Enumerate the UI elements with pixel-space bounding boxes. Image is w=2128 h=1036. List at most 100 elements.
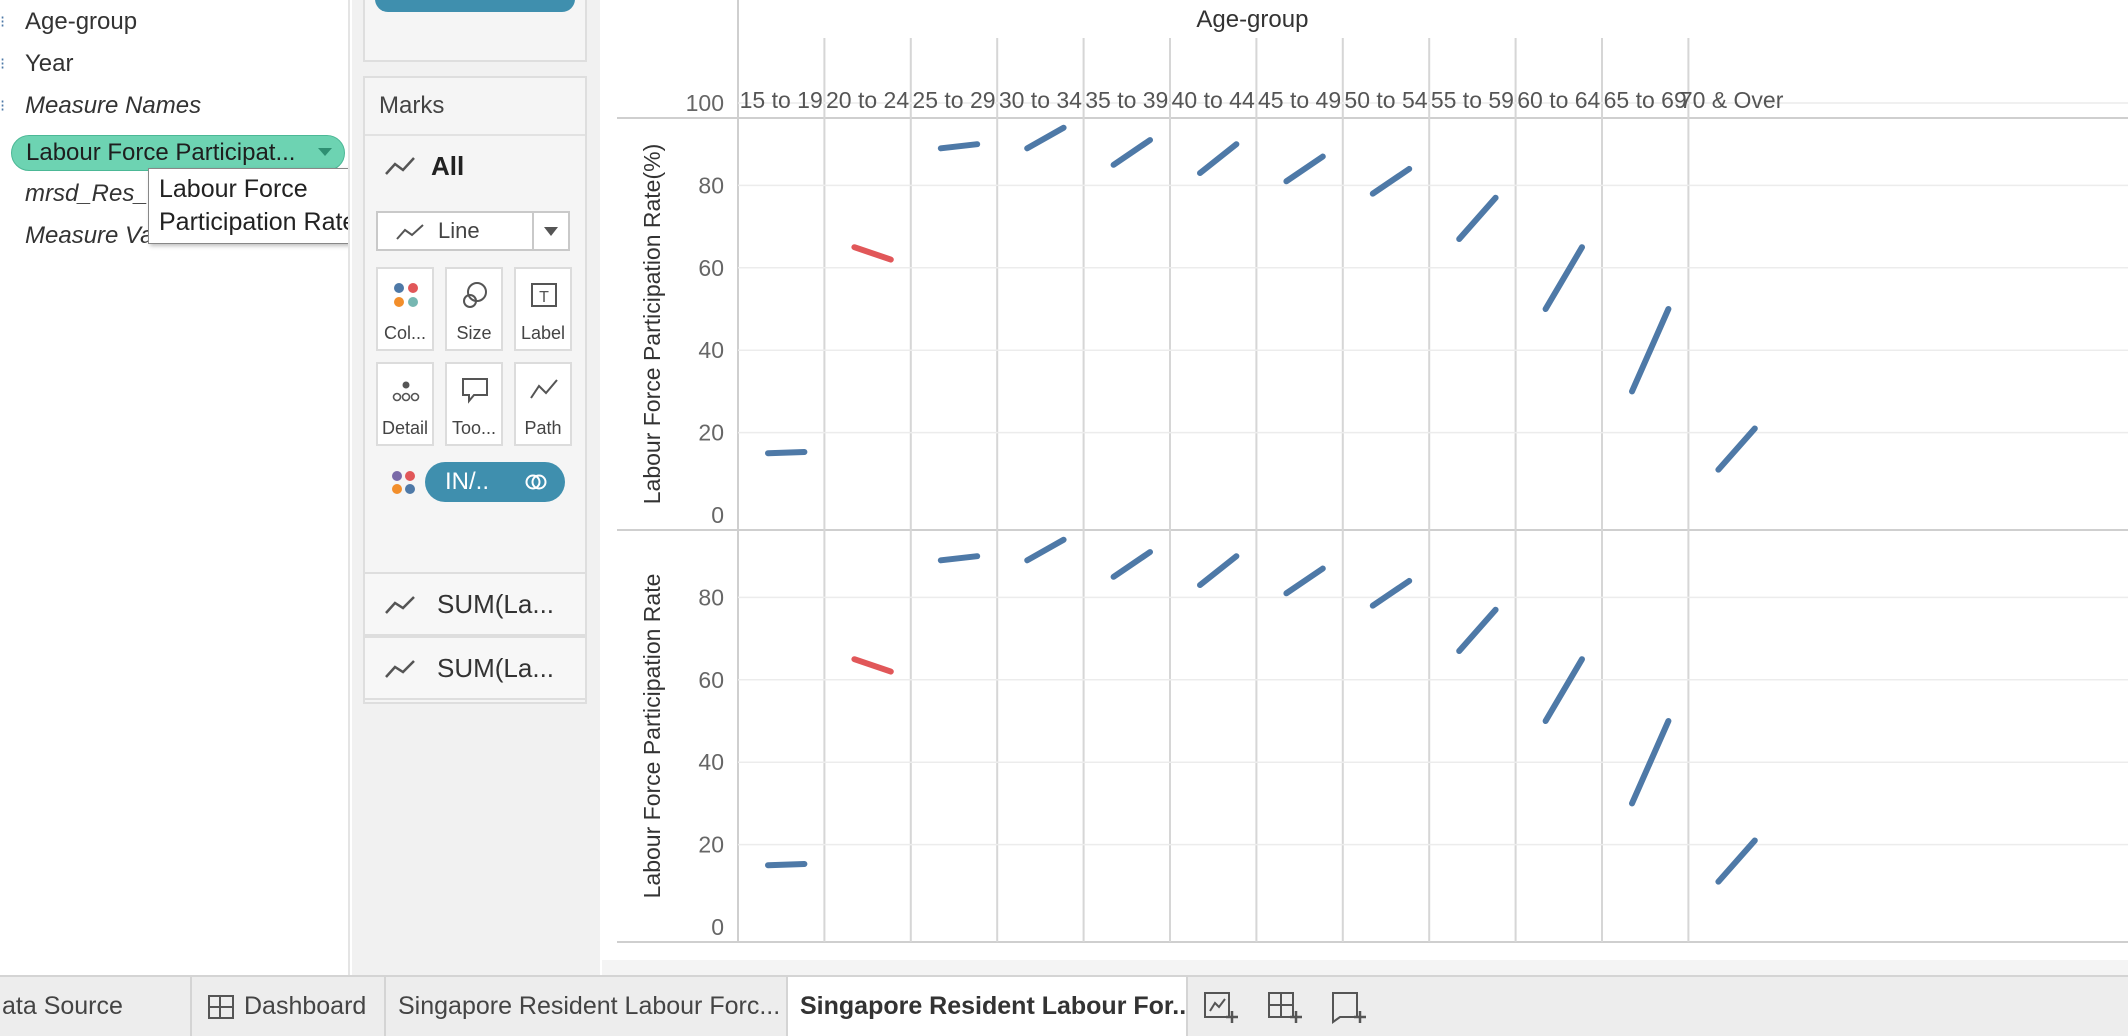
color-pill-label: IN/.. <box>445 468 490 495</box>
label-button-label: Label <box>520 323 566 343</box>
marks-card: Marks All Line Col... Size T <box>363 76 587 704</box>
series-line-segment <box>851 244 894 263</box>
data-pane: ⁝ Age-group ⁝ Year ⁝ Measure Names mrsd_… <box>0 0 350 975</box>
series-line-segment <box>1369 577 1413 609</box>
shelves-column: Marks All Line Col... Size T <box>352 0 600 975</box>
series-line-segment <box>1283 153 1326 185</box>
series-line-segment <box>1024 536 1067 564</box>
y-tick-label: 0 <box>711 914 724 940</box>
line-mark-icon <box>385 157 415 175</box>
series-line-segment <box>1110 137 1153 168</box>
tab-label: Dashboard <box>244 992 367 1020</box>
dashboard-icon <box>208 994 234 1019</box>
dragged-field-pill[interactable]: Labour Force Participat... <box>11 135 345 171</box>
y-tick-label: 20 <box>698 832 724 858</box>
marks-all-row[interactable]: All <box>365 134 585 196</box>
tab-label: Singapore Resident Labour Forc... <box>398 992 781 1020</box>
y-tick-label: 60 <box>698 255 724 281</box>
y-tick-label: 100 <box>686 90 724 116</box>
chart-canvas: Age-group 15 to 19 20 to 24 25 to 29 30 to 3… <box>602 0 2128 960</box>
series-line-segment <box>1283 565 1326 597</box>
link-icon <box>525 474 547 490</box>
series-line-segment <box>1542 244 1585 312</box>
new-dashboard-icon[interactable] <box>1266 989 1306 1025</box>
y-tick-label: 40 <box>698 337 724 363</box>
measure-card-1[interactable]: SUM(La... <box>363 572 587 636</box>
measure-card-label: SUM(La... <box>437 652 555 683</box>
field-tooltip: Labour Force Participation Rate <box>148 168 348 244</box>
tab-label: ata Source <box>2 992 123 1020</box>
size-button-label: Size <box>456 323 492 343</box>
category-label: 25 to 29 <box>912 87 995 113</box>
dimension-icon: ⁝ <box>0 14 6 31</box>
path-button[interactable]: Path <box>514 362 572 446</box>
series-line-segment <box>765 448 808 457</box>
y-axis-title: Labour Force Participation Rate <box>639 574 665 899</box>
view-area: Age-group 15 to 19 20 to 24 25 to 29 30 to 3… <box>602 0 2128 975</box>
category-label: 65 to 69 <box>1604 87 1687 113</box>
label-icon: T <box>531 283 557 307</box>
field-label: Measure Names <box>25 92 202 119</box>
series-line-segment <box>1110 549 1153 580</box>
y-axis-title: Labour Force Participation Rate(%) <box>639 144 665 505</box>
y-tick-label: 40 <box>698 749 724 775</box>
field-measure-names[interactable]: ⁝ Measure Names <box>0 89 201 123</box>
y-tick-label: 0 <box>711 502 724 528</box>
tab-dashboard[interactable]: Dashboard <box>192 977 386 1036</box>
y-tick-label: 80 <box>698 584 724 610</box>
y-tick-label: 80 <box>698 172 724 198</box>
mark-type-dropdown[interactable]: Line <box>376 211 570 251</box>
tab-data-source[interactable]: ata Source <box>0 977 192 1036</box>
chevron-down-icon[interactable] <box>532 213 568 249</box>
field-age-group[interactable]: ⁝ Age-group <box>0 5 137 39</box>
detail-button-label: Detail <box>381 418 429 438</box>
series-line-segment <box>1542 656 1585 724</box>
detail-icon <box>392 381 420 402</box>
category-label: 20 to 24 <box>826 87 909 113</box>
field-mrsd-res[interactable]: mrsd_Res_ <box>25 177 148 211</box>
size-button[interactable]: Size <box>445 267 503 351</box>
chevron-down-icon[interactable] <box>318 148 332 156</box>
path-icon <box>530 379 558 399</box>
line-chart[interactable]: Age-group 15 to 19 20 to 24 25 to 29 30 to 3… <box>602 0 2128 960</box>
year-pill[interactable] <box>375 0 575 12</box>
detail-button[interactable]: Detail <box>376 362 434 446</box>
sheet-tab-bar: ata Source Dashboard Singapore Resident … <box>0 975 2128 1036</box>
color-palette-icon <box>392 471 415 494</box>
series-line-segment <box>1629 718 1672 807</box>
field-label: mrsd_Res_ <box>25 180 148 207</box>
series-line-segment <box>1197 553 1240 589</box>
tab-sheet-1[interactable]: Singapore Resident Labour Forc... <box>386 977 788 1036</box>
category-label: 40 to 44 <box>1172 87 1255 113</box>
new-worksheet-icon[interactable] <box>1202 989 1242 1025</box>
pill-label: Labour Force Participat... <box>26 139 296 166</box>
tooltip-button[interactable]: Too... <box>445 362 503 446</box>
category-label: 50 to 54 <box>1344 87 1427 113</box>
column-header-title: Age-group <box>1196 6 1308 33</box>
series-line-segment <box>1369 165 1413 197</box>
series-line-segment <box>1456 194 1499 242</box>
series-line-segment <box>1197 141 1240 177</box>
category-label: 55 to 59 <box>1431 87 1514 113</box>
dimension-icon: ⁝ <box>0 56 6 73</box>
color-field-pill[interactable]: IN/.. <box>425 462 565 502</box>
field-year[interactable]: ⁝ Year <box>0 47 74 81</box>
line-mark-icon <box>385 596 415 614</box>
series-line-segment <box>937 553 981 564</box>
new-story-icon[interactable] <box>1330 989 1370 1025</box>
category-label: 35 to 39 <box>1085 87 1168 113</box>
series-line-segment <box>937 141 981 152</box>
measure-card-2[interactable]: SUM(La... <box>363 636 587 700</box>
series-line-segment <box>851 656 894 675</box>
category-label: 30 to 34 <box>999 87 1082 113</box>
series-line-segment <box>1629 306 1672 395</box>
tooltip-button-label: Too... <box>451 418 497 438</box>
tab-sheet-2[interactable]: Singapore Resident Labour For... <box>788 977 1188 1036</box>
filters-card <box>363 0 587 62</box>
line-mark-icon <box>385 660 415 678</box>
color-button[interactable]: Col... <box>376 267 434 351</box>
field-label: Year <box>25 50 74 77</box>
series-line-segment <box>1024 124 1067 152</box>
label-button[interactable]: T Label <box>514 267 572 351</box>
tab-label: Singapore Resident Labour For... <box>800 992 1188 1020</box>
